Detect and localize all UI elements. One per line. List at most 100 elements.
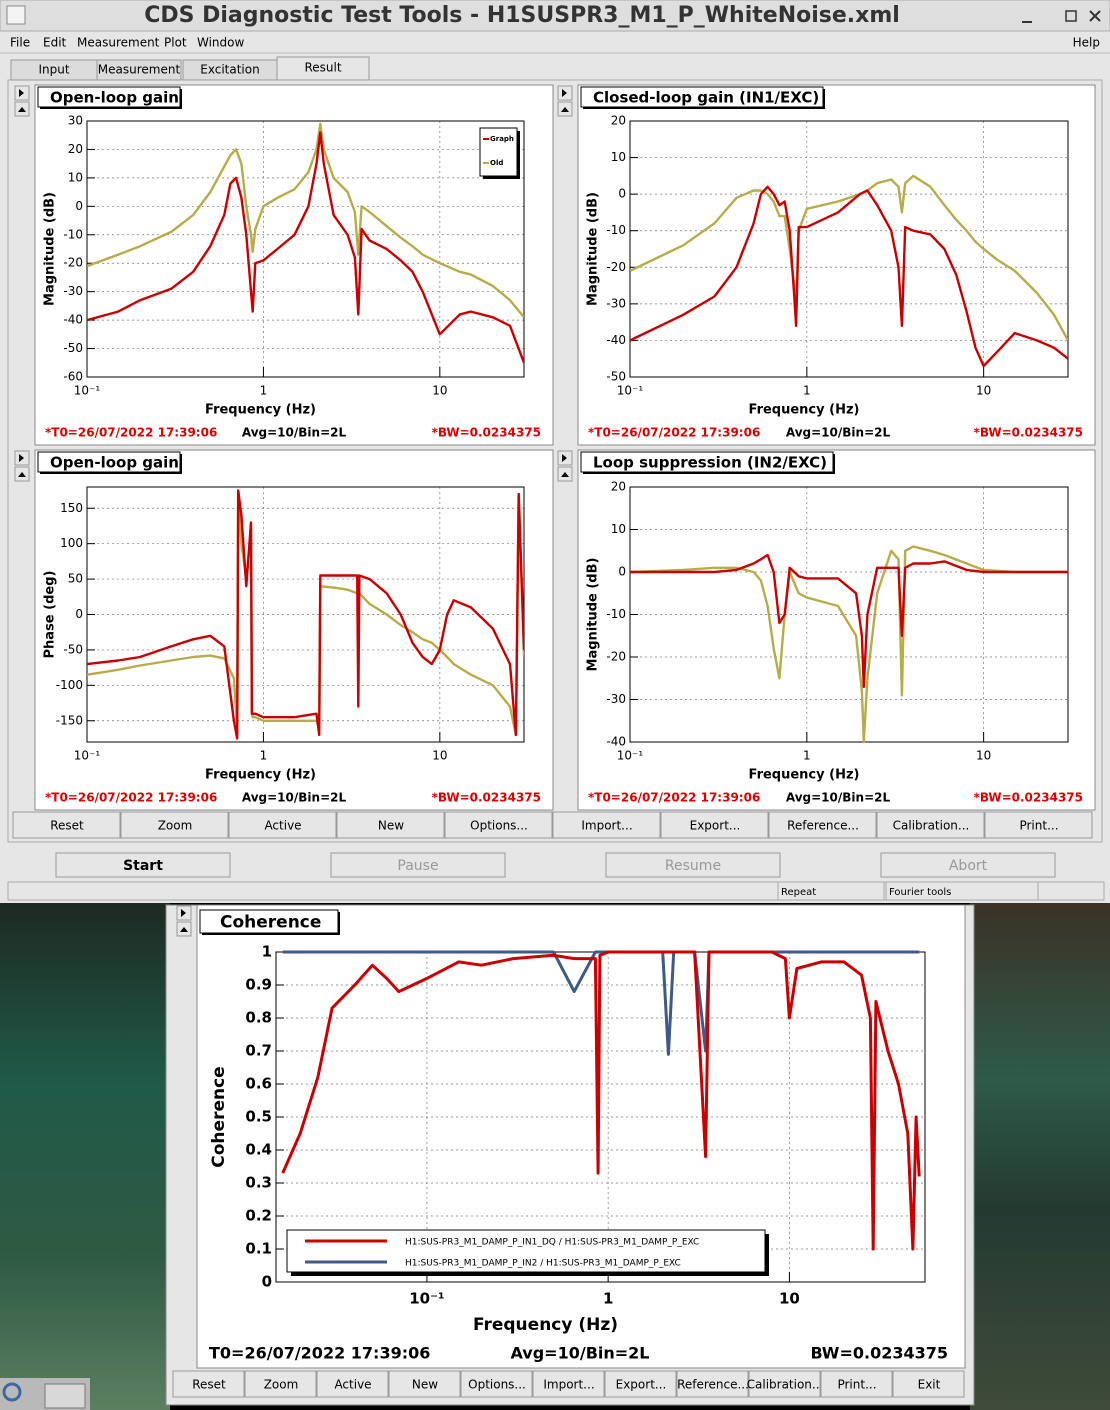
legend-box [286,1229,766,1273]
button-label[interactable]: Export... [616,1378,667,1392]
button[interactable] [444,811,553,839]
title-box [37,451,181,473]
tab[interactable] [96,59,182,81]
x-axis-label: Frequency (Hz) [473,1315,618,1335]
button[interactable] [12,811,121,839]
button-label[interactable]: Import... [581,819,632,833]
y-tick-label: 0.4 [245,1141,272,1159]
button[interactable] [660,811,769,839]
y-tick-label: -50 [606,370,626,384]
collapse-arrow[interactable] [18,107,26,112]
control-button[interactable] [330,852,506,878]
control-button[interactable] [880,852,1056,878]
menu-item[interactable]: Measurement [77,36,160,50]
button-label[interactable]: Zoom [158,819,193,833]
button-label[interactable]: Print... [837,1378,876,1392]
button-label[interactable]: Calibration... [893,819,970,833]
button[interactable] [820,1370,893,1398]
x-tick-label: 10⁻¹ [74,749,101,763]
y-tick-label: -10 [606,223,626,237]
tab-label[interactable]: Measurement [98,63,181,77]
control-label[interactable]: Resume [665,858,721,874]
plot-area [630,121,1068,377]
tab-label[interactable]: Excitation [200,63,259,77]
button[interactable] [172,1370,245,1398]
button[interactable] [532,1370,605,1398]
desktop-background [0,903,170,1410]
menu-item[interactable]: Edit [43,36,67,50]
button-label[interactable]: Reset [192,1378,226,1392]
x-tick-label: 10⁻¹ [617,749,644,763]
status-text[interactable]: Repeat [781,887,816,898]
close-button[interactable] [1089,10,1101,22]
collapse-arrow[interactable] [18,472,26,477]
folder-icon[interactable] [44,1383,86,1409]
button[interactable] [604,1370,677,1398]
button-label[interactable]: New [378,819,404,833]
button-label[interactable]: New [412,1378,438,1392]
control-label[interactable]: Start [123,858,163,874]
chart: Open-loop gain -150 -100 -50 0 50 100 150 10⁻¹ 1 1… [14,449,554,811]
button-label[interactable]: Active [264,819,301,833]
status-text[interactable]: Fourier tools [889,887,951,898]
footer-text: *T0=26/07/2022 17:39:06 [588,426,760,440]
button-label[interactable]: Zoom [264,1378,299,1392]
button[interactable] [336,811,445,839]
button-label[interactable]: Options... [468,1378,526,1392]
expand-arrow[interactable] [19,454,24,462]
button[interactable] [748,1370,821,1398]
window-icon[interactable] [6,5,26,25]
maximize-button[interactable] [1065,10,1077,22]
button[interactable] [768,811,877,839]
collapse-arrow[interactable] [561,107,569,112]
button-label[interactable]: Reference... [787,819,859,833]
control-label[interactable]: Abort [949,858,988,874]
button[interactable] [316,1370,389,1398]
button[interactable] [876,811,985,839]
button[interactable] [676,1370,749,1398]
button[interactable] [552,811,661,839]
button-label[interactable]: Exit [918,1378,941,1392]
button-label[interactable]: Export... [690,819,741,833]
button-label[interactable]: Reference... [677,1378,749,1392]
expand-arrow[interactable] [562,454,567,462]
expand-arrow[interactable] [181,909,186,917]
button-label[interactable]: Reset [50,819,84,833]
desktop-background [970,903,1110,1410]
title-box [580,86,824,108]
button[interactable] [892,1370,965,1398]
collapse-arrow[interactable] [180,927,188,932]
control-button[interactable] [605,852,781,878]
menu-item[interactable]: Plot [164,36,187,50]
control-button[interactable] [55,852,231,878]
menu-item[interactable]: Help [1073,36,1100,50]
button-label[interactable]: Print... [1019,819,1058,833]
collapse-arrow[interactable] [561,472,569,477]
button[interactable] [388,1370,461,1398]
search-icon[interactable] [2,1382,22,1402]
menu-item[interactable]: File [10,36,30,50]
button-label[interactable]: Options... [470,819,528,833]
chart-title: Loop suppression (IN2/EXC) [593,454,827,472]
y-tick-label: 0 [618,187,626,201]
menu-item[interactable]: Window [197,36,245,50]
x-tick-label: 10⁻¹ [617,384,644,398]
button[interactable] [460,1370,533,1398]
button-label[interactable]: Import... [543,1378,594,1392]
footer-text: *T0=26/07/2022 17:39:06 [588,791,760,805]
y-tick-label: 50 [68,572,83,586]
button[interactable] [228,811,337,839]
button-label[interactable]: Calibration... [747,1378,824,1392]
tab-label[interactable]: Result [304,61,341,75]
tab[interactable] [276,56,370,81]
button-label[interactable]: Active [334,1378,371,1392]
expand-arrow[interactable] [19,89,24,97]
expand-arrow[interactable] [562,89,567,97]
control-label[interactable]: Pause [397,858,438,874]
footer-text: Avg=10/Bin=2L [242,791,347,805]
button[interactable] [120,811,229,839]
y-tick-label: -50 [63,341,83,355]
tab-label[interactable]: Input [38,63,69,77]
button[interactable] [244,1370,317,1398]
button[interactable] [984,811,1093,839]
